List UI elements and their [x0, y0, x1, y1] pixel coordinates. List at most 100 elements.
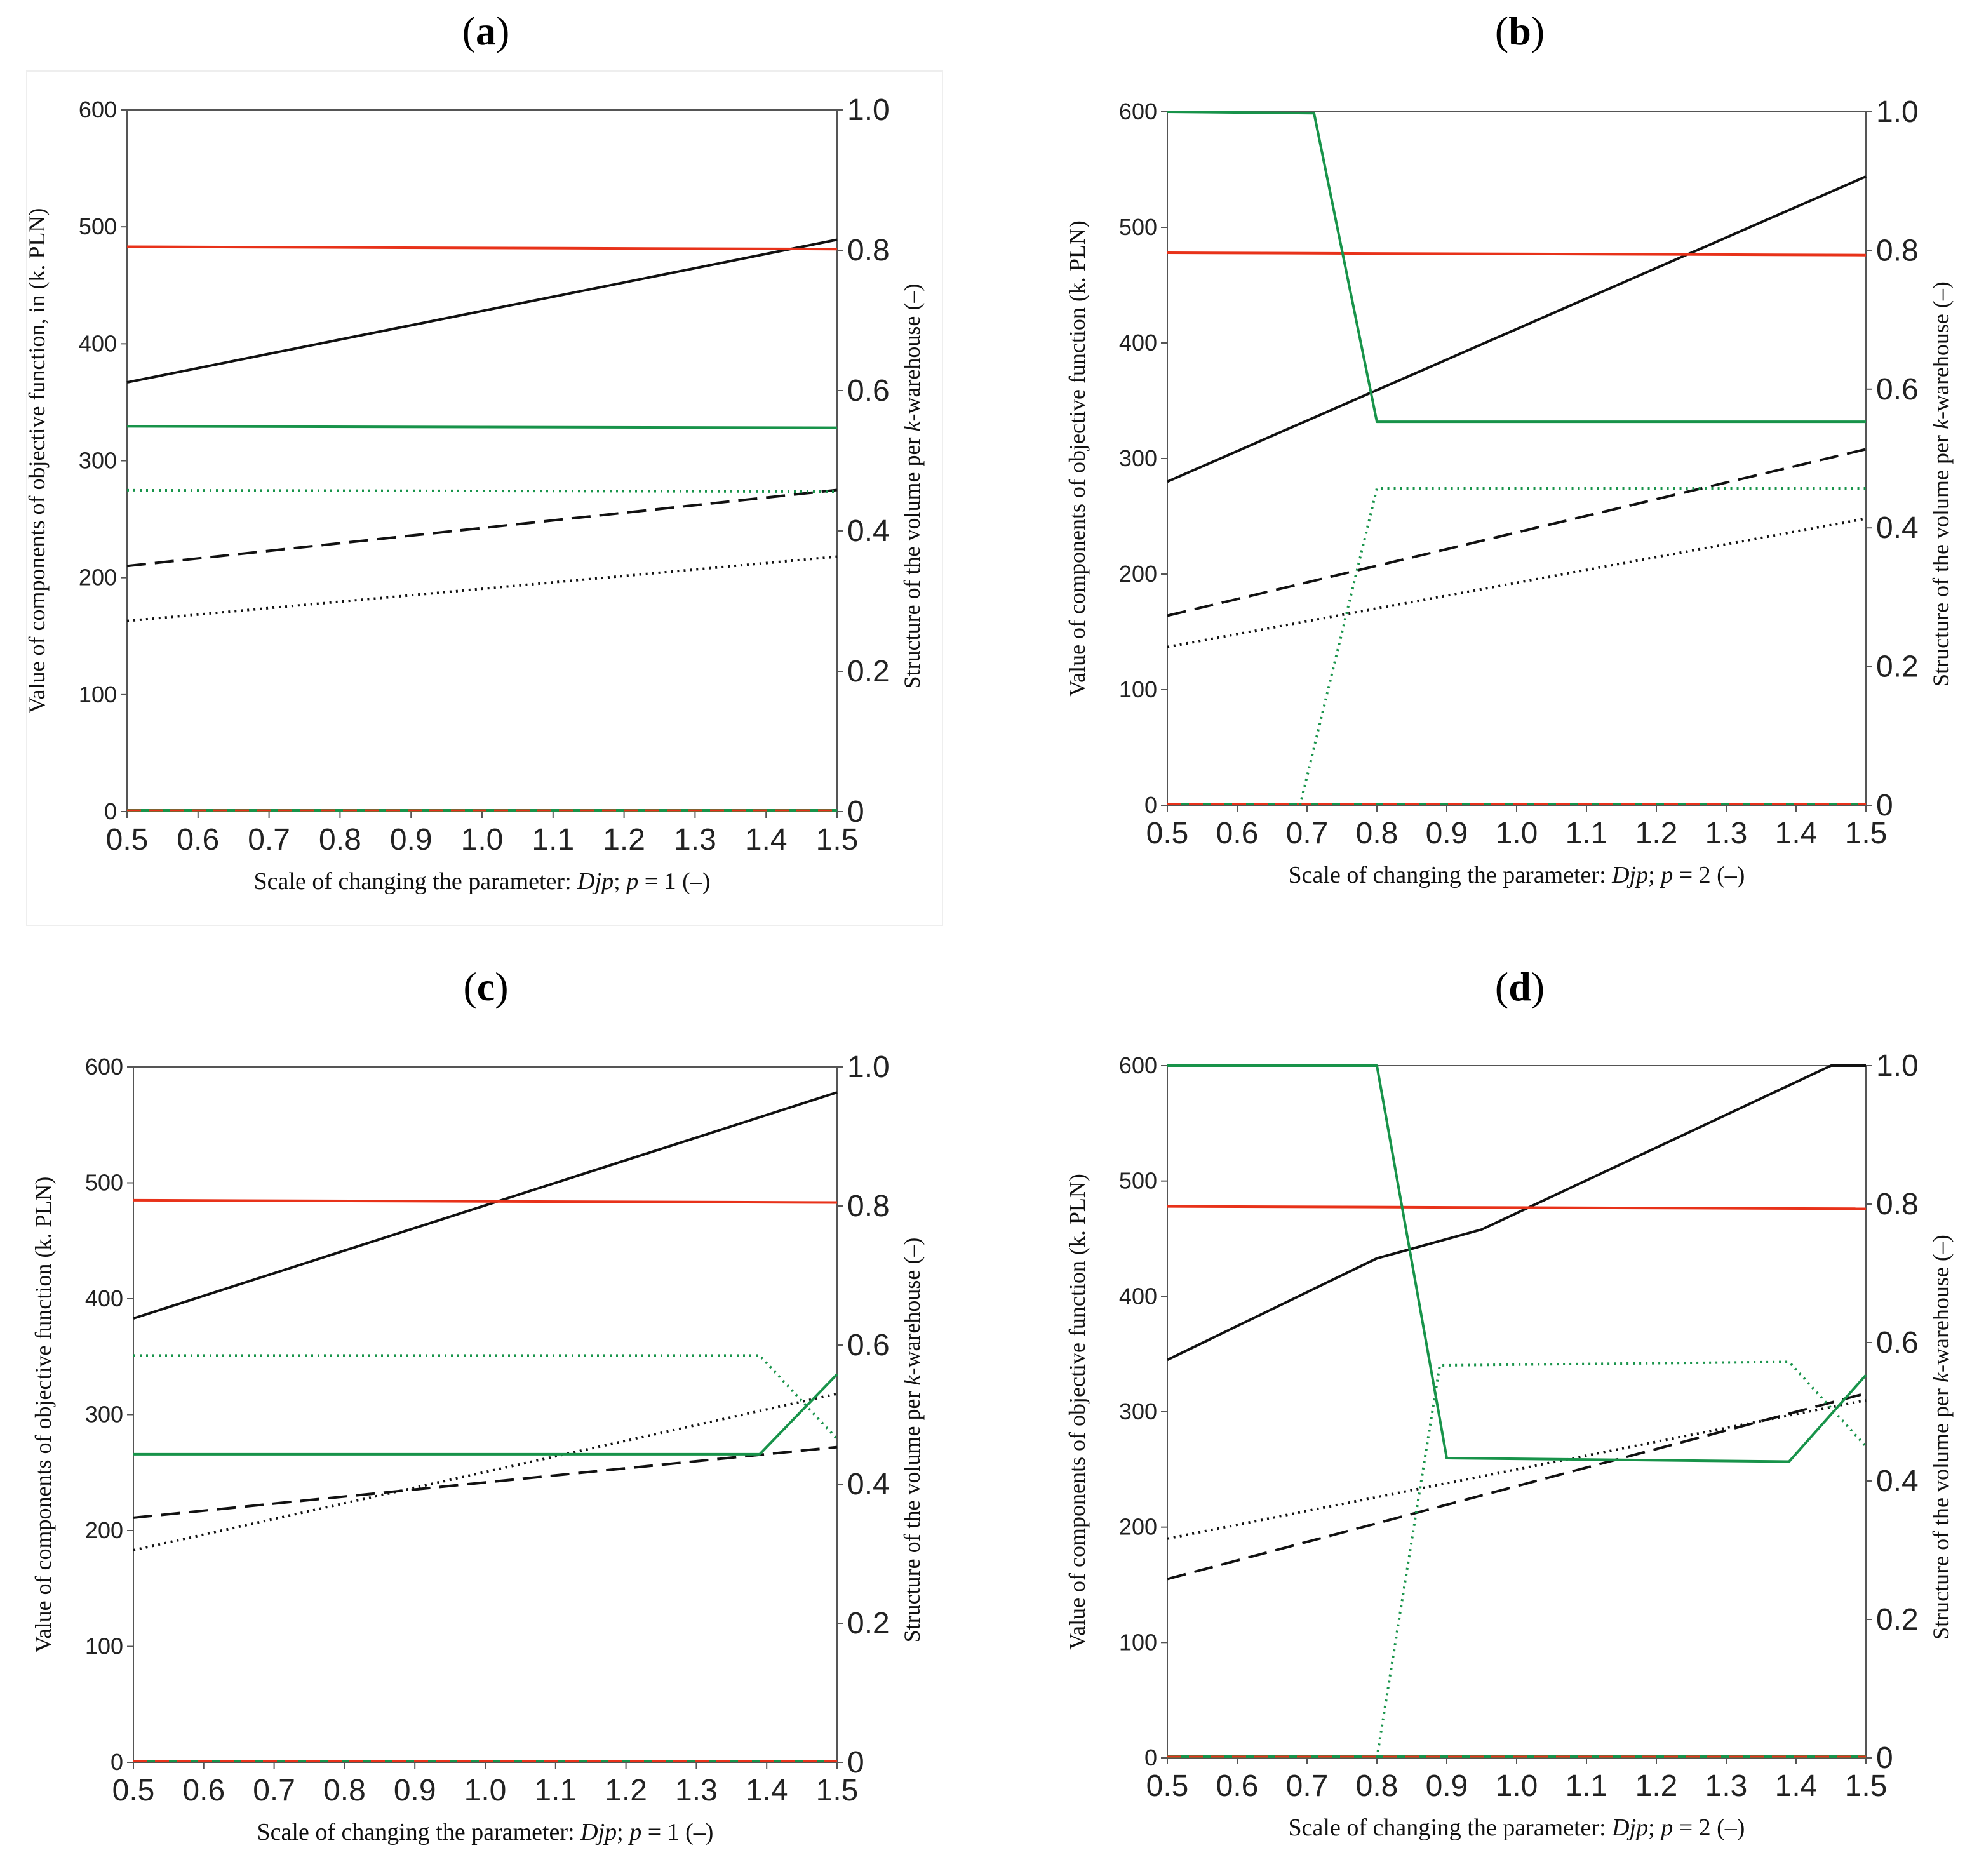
x-tick-label: 1.1 [1566, 1769, 1608, 1803]
y-axis-label: Value of components of objective functio… [1064, 220, 1090, 697]
x-tick-label: 1.4 [746, 1774, 788, 1807]
x-tick-label: 1.0 [461, 823, 504, 857]
y-tick-label: 0 [111, 1749, 123, 1775]
x-tick-label: 0.8 [319, 823, 361, 857]
y-tick-label: 300 [1119, 445, 1157, 471]
panel-label: (d) [1495, 964, 1545, 1009]
y-tick-label: 600 [1119, 98, 1157, 124]
series-red-solid [133, 1198, 838, 1204]
y-tick-label: 600 [1119, 1052, 1157, 1078]
series-black-solid [133, 1091, 838, 1320]
x-tick-label: 0.8 [1356, 817, 1398, 850]
x-tick-label: 1.5 [1845, 1769, 1888, 1803]
series-black-dotted [1167, 517, 1867, 648]
series-green-solid [133, 1373, 838, 1456]
y-tick-label: 400 [1119, 330, 1157, 356]
y2-tick-label: 0.4 [1876, 1464, 1919, 1498]
y-tick-label: 0 [1144, 1745, 1157, 1771]
chart-panel-d: (d) 0 100 200 300 400 500 600 0 0.2 0.4 0.6 0.8 1.0 0.… [1064, 964, 1954, 1841]
plot-area [133, 1066, 838, 1763]
x-tick-label: 1.0 [1496, 1769, 1538, 1803]
y-tick-label: 100 [1119, 1629, 1157, 1655]
series-black-dashed [133, 1445, 838, 1519]
y2-axis-label: Structure of the volume per k-warehouse … [899, 1238, 925, 1643]
x-tick-label: 0.6 [1216, 1769, 1259, 1803]
x-tick-label: 1.0 [1496, 817, 1538, 850]
panel-letter: a [476, 8, 496, 53]
x-tick-label: 1.4 [1775, 1769, 1818, 1803]
y2-tick-label: 1.0 [1876, 95, 1919, 129]
y-tick-label: 500 [85, 1170, 123, 1196]
x-axis-label: Scale of changing the parameter: Djp; p … [257, 1819, 714, 1846]
series-green-solid [1167, 111, 1866, 424]
y-tick-label: 400 [79, 330, 117, 356]
y2-tick-label: 0 [1876, 1741, 1893, 1775]
y2-tick-label: 0.2 [1876, 1603, 1919, 1637]
panel-label: (c) [463, 964, 508, 1009]
x-axis-label: Scale of changing the parameter: Djp; p … [1289, 862, 1745, 888]
y2-tick-label: 1.0 [847, 93, 890, 127]
y2-tick-label: 0.2 [1876, 650, 1919, 684]
x-tick-label: 1.2 [1635, 1769, 1678, 1803]
x-tick-label: 0.8 [323, 1774, 366, 1807]
chart-panel-c: (c) 0 100 200 300 400 500 600 0 0.2 0.4 0.6 0.8 1.0 0.… [30, 964, 925, 1846]
x-tick-label: 1.5 [1845, 817, 1888, 850]
x-tick-label: 0.9 [390, 823, 433, 857]
x-tick-label: 0.9 [394, 1774, 436, 1807]
series-green-dotted [1376, 1360, 1867, 1759]
x-tick-label: 0.6 [182, 1774, 225, 1807]
y2-axis-label: Structure of the volume per k-warehouse … [899, 284, 925, 689]
x-tick-label: 1.1 [534, 1774, 577, 1807]
y2-tick-label: 0 [847, 1746, 864, 1779]
series-black-solid [126, 238, 838, 384]
x-tick-label: 1.0 [464, 1774, 507, 1807]
y-tick-label: 400 [1119, 1283, 1157, 1309]
x-tick-label: 1.1 [532, 823, 574, 857]
y2-tick-label: 0.2 [847, 1607, 890, 1640]
x-tick-label: 0.7 [1286, 817, 1329, 850]
y-tick-label: 300 [1119, 1398, 1157, 1424]
x-tick-label: 1.2 [1635, 817, 1678, 850]
y2-tick-label: 0 [847, 795, 864, 829]
x-tick-label: 0.5 [1146, 817, 1189, 850]
y2-tick-label: 0.6 [847, 1329, 890, 1362]
series-black-dotted [133, 1392, 838, 1551]
y2-tick-label: 0.6 [1876, 1326, 1919, 1360]
y-tick-label: 100 [1119, 676, 1157, 702]
y2-tick-label: 0 [1876, 789, 1893, 822]
y2-tick-label: 0.8 [847, 234, 890, 267]
x-tick-label: 0.7 [253, 1774, 295, 1807]
y-tick-label: 0 [104, 798, 117, 824]
x-tick-label: 1.4 [1775, 817, 1818, 850]
x-tick-label: 0.9 [1426, 817, 1468, 850]
x-tick-label: 0.6 [1216, 817, 1259, 850]
x-tick-label: 1.2 [605, 1774, 647, 1807]
panel-label: (a) [462, 8, 510, 53]
plot-area [1167, 1065, 1867, 1759]
x-tick-label: 0.5 [1146, 1769, 1189, 1803]
x-tick-label: 1.3 [674, 823, 716, 857]
y-tick-label: 300 [79, 448, 117, 474]
series-black-solid [1167, 175, 1867, 483]
panel-letter: b [1508, 8, 1531, 53]
y2-tick-label: 0.8 [1876, 1188, 1919, 1221]
panel-letter: c [477, 964, 495, 1009]
y-tick-label: 200 [79, 565, 117, 591]
x-tick-label: 1.3 [1705, 1769, 1748, 1803]
x-tick-label: 1.2 [603, 823, 645, 857]
y-tick-label: 500 [1119, 1168, 1157, 1194]
y2-tick-label: 0.4 [847, 1468, 890, 1501]
series-black-dotted [126, 555, 838, 622]
series-black-dashed [1167, 448, 1867, 617]
chart-panel-b: (b) 0 100 200 300 400 500 600 0 0.2 0.4 0.6 0.8 1.0 0.… [1064, 8, 1954, 888]
y-axis-label: Value of components of objective functio… [1064, 1174, 1090, 1650]
y-tick-label: 100 [85, 1633, 123, 1659]
y2-tick-label: 1.0 [847, 1050, 890, 1084]
y-tick-label: 600 [79, 97, 117, 123]
series-black-solid [1167, 1064, 1866, 1362]
y2-tick-label: 0.6 [847, 374, 890, 408]
panel-frame [26, 70, 943, 926]
y2-tick-label: 1.0 [1876, 1049, 1919, 1083]
series-green-dotted [1299, 487, 1866, 806]
series-green-solid [126, 425, 838, 429]
